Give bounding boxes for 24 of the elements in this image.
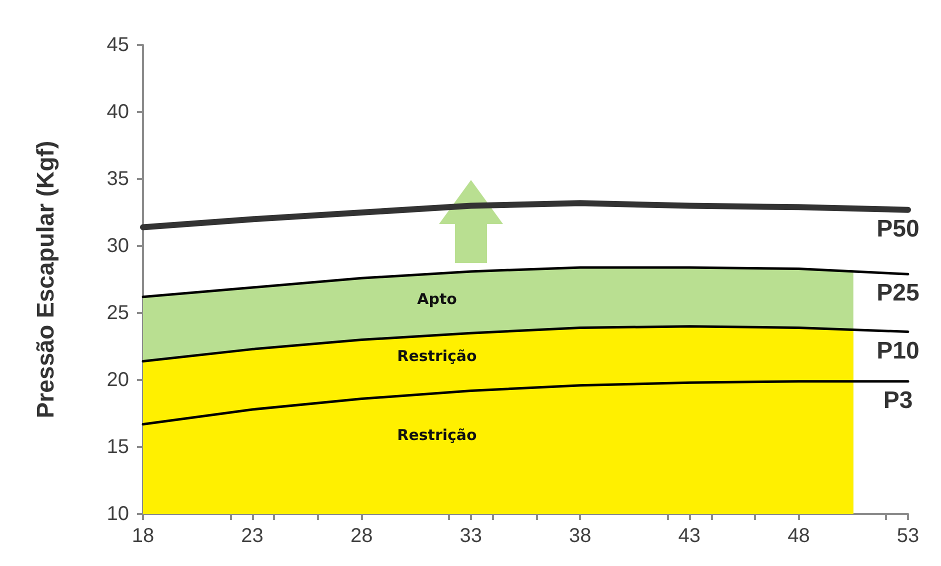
x-tick-label: 23 <box>241 525 264 547</box>
y-tick-label: 40 <box>106 101 129 123</box>
x-tick-label: 33 <box>460 525 482 547</box>
x-tick-label: 28 <box>350 525 373 547</box>
y-tick-label: 30 <box>106 235 129 257</box>
x-tick-label: 18 <box>132 525 154 547</box>
x-tick-label: 43 <box>678 525 701 547</box>
y-tick-label: 10 <box>106 503 129 525</box>
y-tick-label: 15 <box>106 436 129 458</box>
series-label: P10 <box>876 337 920 364</box>
series-label: P50 <box>876 215 920 242</box>
series-label: P3 <box>883 386 913 414</box>
annotation: Restrição <box>397 426 477 444</box>
y-tick-label: 20 <box>106 369 129 391</box>
annotation: Apto <box>417 290 457 308</box>
series-label: P25 <box>876 280 920 307</box>
y-axis-title: Pressão Escapular (Kgf) <box>32 140 60 418</box>
annotation: Restrição <box>397 347 477 365</box>
y-tick-label: 35 <box>106 168 129 190</box>
x-tick-label: 53 <box>896 525 920 547</box>
x-tick-label: 38 <box>569 525 592 547</box>
x-tick-label: 48 <box>788 525 810 547</box>
y-tick-label: 45 <box>106 34 129 56</box>
y-tick-label: 25 <box>106 302 129 324</box>
